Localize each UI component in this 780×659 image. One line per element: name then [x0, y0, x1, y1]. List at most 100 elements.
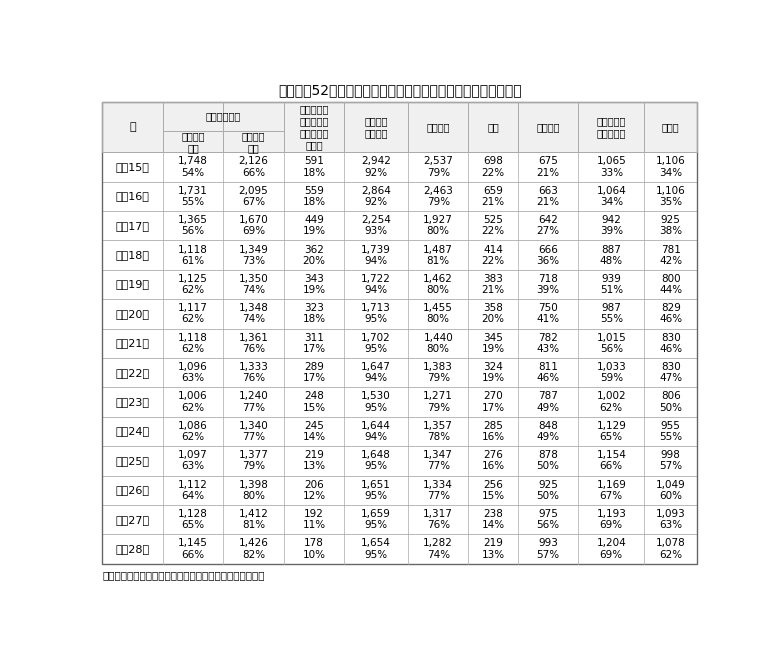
Text: 94%: 94%	[364, 256, 388, 266]
Text: 92%: 92%	[364, 167, 388, 177]
Text: 1,317: 1,317	[424, 509, 453, 519]
Text: 21%: 21%	[537, 197, 560, 207]
Text: 95%: 95%	[364, 520, 388, 530]
Text: 993: 993	[538, 538, 558, 548]
Text: 358: 358	[484, 303, 503, 313]
Bar	[102, 299, 697, 329]
Text: 36%: 36%	[537, 256, 560, 266]
Text: 平成25年: 平成25年	[115, 456, 150, 466]
Text: 1,702: 1,702	[361, 333, 391, 343]
Text: 1,333: 1,333	[239, 362, 268, 372]
Text: 1,065: 1,065	[597, 156, 626, 166]
Text: 62%: 62%	[182, 344, 204, 354]
Text: 21%: 21%	[537, 167, 560, 177]
Text: 15%: 15%	[303, 403, 325, 413]
Text: 80%: 80%	[242, 491, 265, 501]
Bar	[102, 358, 697, 387]
Text: 74%: 74%	[242, 285, 265, 295]
Text: 1,106: 1,106	[656, 156, 686, 166]
Bar	[102, 102, 697, 152]
Text: 76%: 76%	[427, 520, 450, 530]
Text: 245: 245	[304, 421, 324, 431]
Text: 1,106: 1,106	[656, 186, 686, 196]
Text: 1,154: 1,154	[597, 450, 626, 460]
Text: 642: 642	[538, 215, 558, 225]
Text: 324: 324	[484, 362, 503, 372]
Text: 平成19年: 平成19年	[115, 279, 150, 289]
Text: 80%: 80%	[427, 285, 450, 295]
Text: 平成27年: 平成27年	[115, 515, 150, 525]
Text: 1,647: 1,647	[361, 362, 391, 372]
Text: 69%: 69%	[600, 550, 623, 559]
Text: 80%: 80%	[427, 314, 450, 324]
Text: 698: 698	[484, 156, 503, 166]
Text: 345: 345	[484, 333, 503, 343]
Text: 46%: 46%	[659, 344, 682, 354]
Text: 63%: 63%	[182, 373, 204, 384]
Bar	[102, 152, 697, 182]
Bar	[102, 476, 697, 505]
Text: 27%: 27%	[537, 226, 560, 237]
Text: 248: 248	[304, 391, 324, 401]
Text: 1,271: 1,271	[424, 391, 453, 401]
Text: 559: 559	[304, 186, 324, 196]
Text: 1,487: 1,487	[424, 244, 453, 254]
Text: 平成24年: 平成24年	[115, 426, 150, 436]
Text: 1,078: 1,078	[656, 538, 686, 548]
Text: 平成21年: 平成21年	[115, 338, 150, 348]
Text: 66%: 66%	[242, 167, 265, 177]
Text: 17%: 17%	[303, 344, 325, 354]
Text: 1,722: 1,722	[361, 274, 391, 284]
Text: 94%: 94%	[364, 285, 388, 295]
Bar	[102, 270, 697, 299]
Text: 20%: 20%	[482, 314, 505, 324]
Text: 95%: 95%	[364, 314, 388, 324]
Text: 1,033: 1,033	[597, 362, 626, 372]
Text: 95%: 95%	[364, 461, 388, 471]
Text: 1,412: 1,412	[239, 509, 268, 519]
Text: 1,670: 1,670	[239, 215, 268, 225]
Text: 94%: 94%	[364, 373, 388, 384]
Text: 1,334: 1,334	[424, 480, 453, 490]
Bar	[102, 534, 697, 563]
Text: 16%: 16%	[481, 461, 505, 471]
Text: 63%: 63%	[659, 520, 682, 530]
Text: 21%: 21%	[481, 285, 505, 295]
Text: 18%: 18%	[303, 167, 325, 177]
Text: 887: 887	[601, 244, 621, 254]
Text: 323: 323	[304, 303, 324, 313]
Text: 311: 311	[304, 333, 324, 343]
Text: 1,096: 1,096	[178, 362, 208, 372]
Text: 18%: 18%	[303, 197, 325, 207]
Text: 59%: 59%	[600, 373, 623, 384]
Text: 57%: 57%	[537, 550, 560, 559]
Text: 782: 782	[538, 333, 558, 343]
Text: 1,739: 1,739	[361, 244, 391, 254]
Text: 383: 383	[484, 274, 503, 284]
Text: 2,942: 2,942	[361, 156, 391, 166]
Text: サイレン: サイレン	[427, 122, 450, 132]
Text: 2,537: 2,537	[424, 156, 453, 166]
Text: 54%: 54%	[182, 167, 204, 177]
Text: 56%: 56%	[600, 344, 623, 354]
Text: 1,651: 1,651	[361, 480, 391, 490]
Text: 998: 998	[661, 450, 681, 460]
Text: 750: 750	[538, 303, 558, 313]
Text: 1,377: 1,377	[239, 450, 268, 460]
Text: 1,383: 1,383	[424, 362, 453, 372]
Text: 1,654: 1,654	[361, 538, 391, 548]
Text: 74%: 74%	[427, 550, 450, 559]
Text: 11%: 11%	[303, 520, 325, 530]
Text: 47%: 47%	[659, 373, 682, 384]
Text: 1,129: 1,129	[597, 421, 626, 431]
Text: 787: 787	[538, 391, 558, 401]
Text: 830: 830	[661, 362, 681, 372]
Text: 76%: 76%	[242, 373, 265, 384]
Bar	[102, 505, 697, 534]
Bar	[102, 416, 697, 446]
Text: 1,462: 1,462	[424, 274, 453, 284]
Text: 219: 219	[304, 450, 324, 460]
Text: 829: 829	[661, 303, 681, 313]
Text: 56%: 56%	[537, 520, 560, 530]
Text: 718: 718	[538, 274, 558, 284]
